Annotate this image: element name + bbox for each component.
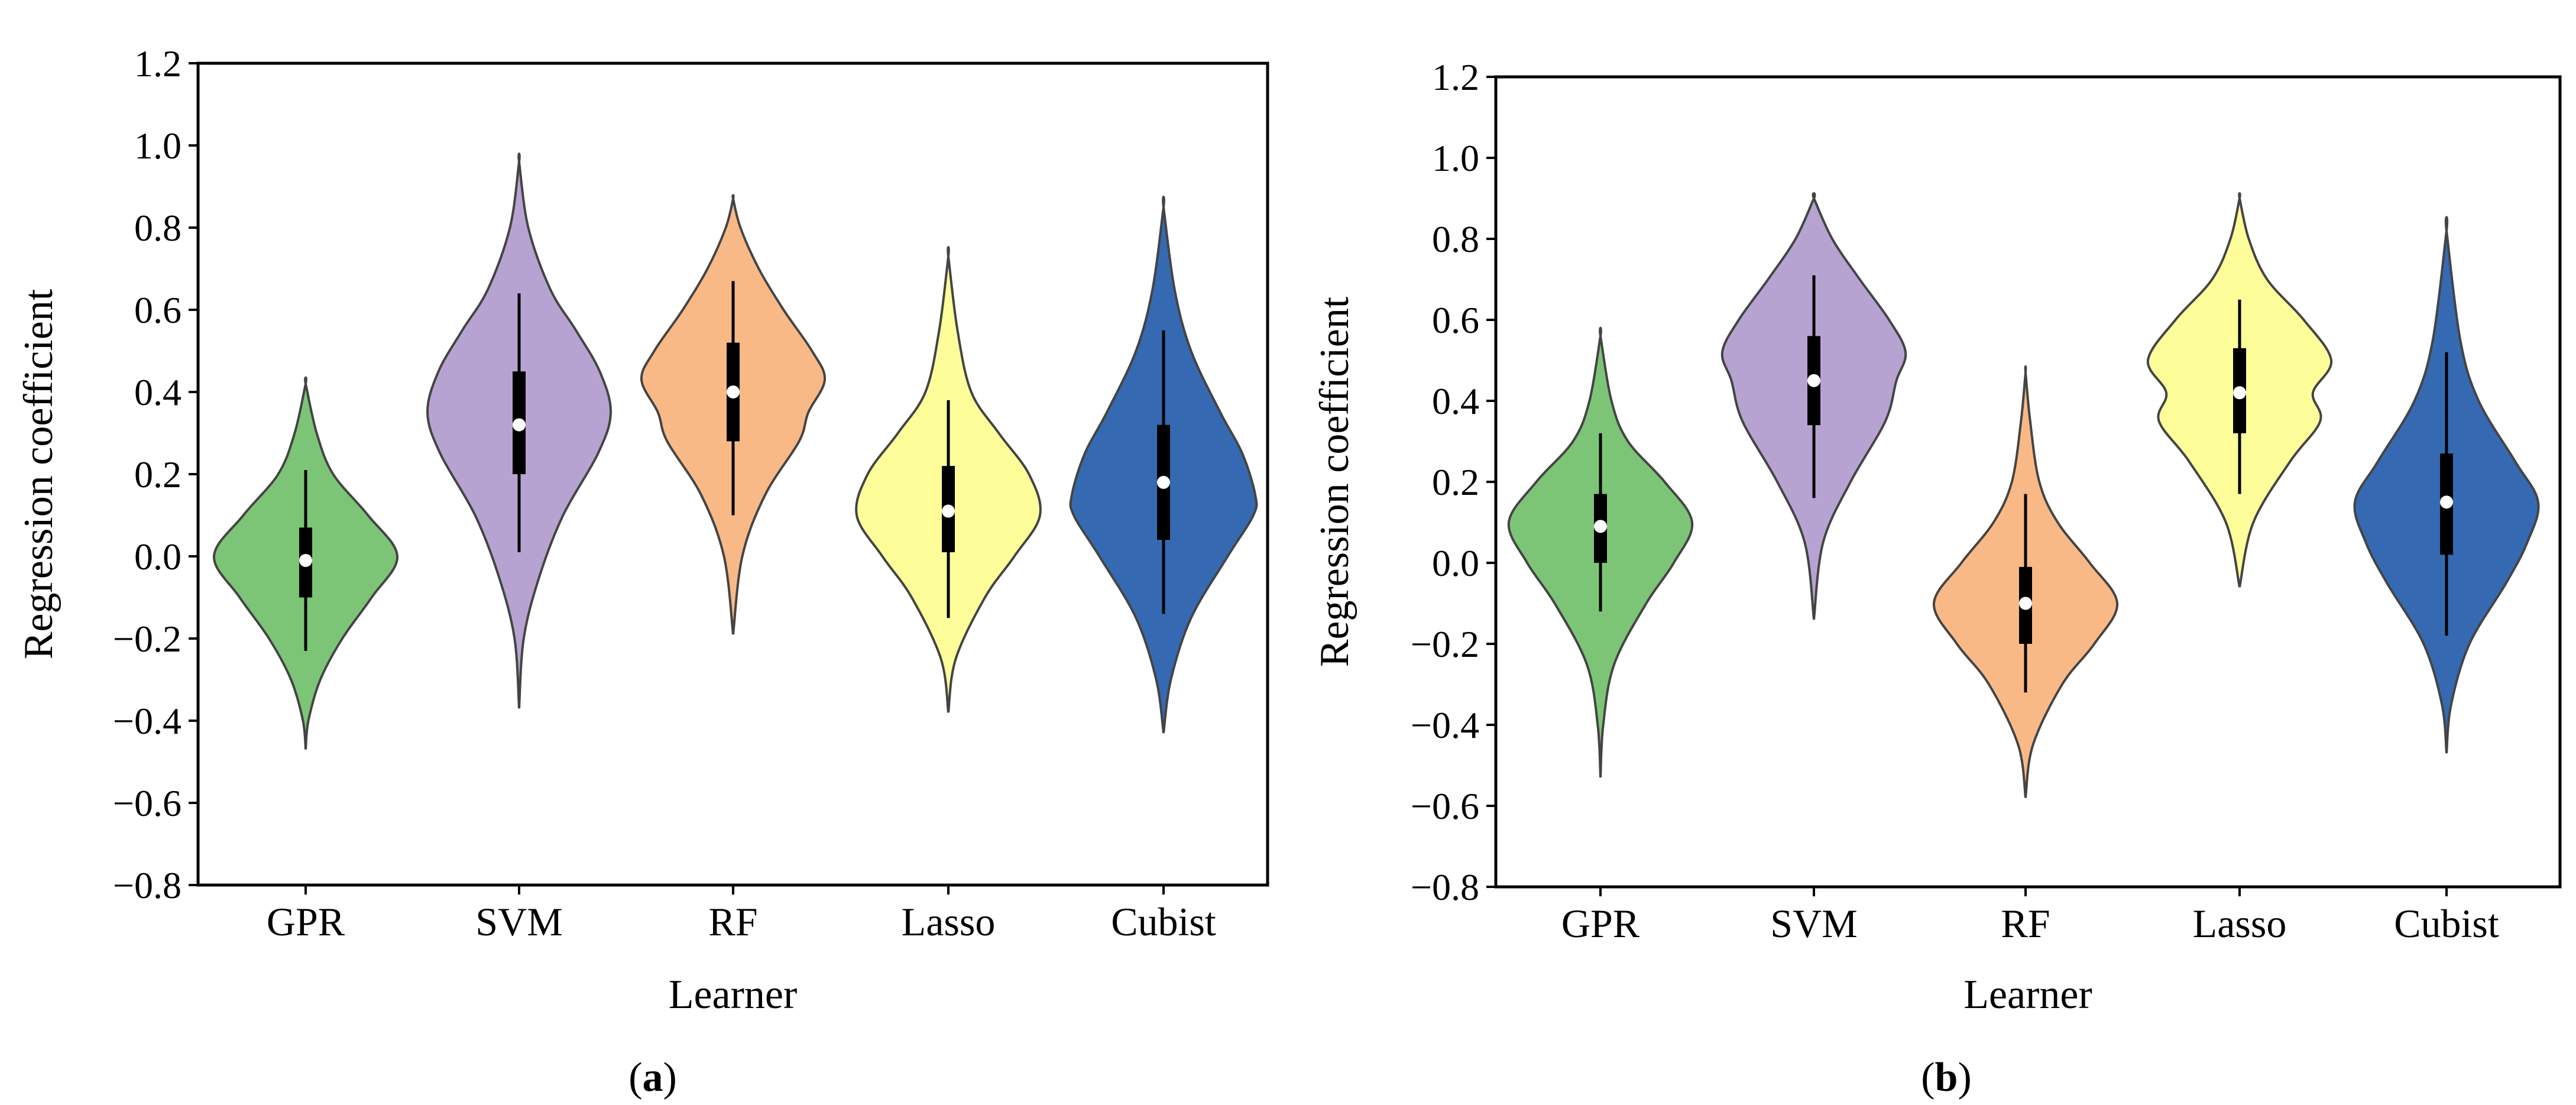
y-tick-label: −0.6 — [1411, 785, 1479, 827]
y-tick-label: 0.0 — [134, 536, 182, 578]
y-tick-label: 1.0 — [1432, 137, 1479, 179]
x-tick-label-rf: RF — [708, 899, 757, 944]
y-axis-title: Regression coefficient — [1312, 296, 1357, 667]
x-tick-label-svm: SVM — [1770, 901, 1857, 946]
x-axis-title: Learner — [669, 972, 798, 1017]
median-dot-svm — [513, 418, 526, 432]
panel-b: −0.8 −0.6 −0.4 −0.2 0.0 0.2 0.4 0.6 0.8 1.0 1.2 GPR… — [1312, 56, 2562, 1100]
y-tick-label: 0.4 — [1432, 380, 1479, 422]
y-tick-label: 0.4 — [134, 371, 182, 413]
y-tick-label: 0.6 — [134, 289, 182, 331]
x-tick-label-svm: SVM — [475, 899, 562, 944]
y-tick-label: −0.2 — [113, 618, 182, 660]
y-tick-label: 0.2 — [1432, 461, 1479, 503]
y-tick-label: −0.2 — [1411, 623, 1479, 665]
y-tick-label: −0.4 — [1411, 704, 1479, 746]
median-dot-gpr — [1594, 520, 1607, 533]
x-tick-label-rf: RF — [2001, 901, 2050, 946]
y-tick-label: 0.2 — [134, 453, 182, 495]
panel-label: (b) — [1921, 1055, 1972, 1100]
y-tick-label: −0.8 — [113, 864, 182, 906]
y-tick-label: 1.2 — [134, 43, 182, 85]
x-tick-label-gpr: GPR — [267, 899, 345, 944]
median-dot-lasso — [2233, 386, 2246, 400]
median-dot-cubist — [1157, 475, 1170, 489]
median-dot-svm — [1807, 374, 1820, 387]
y-tick-label: 0.0 — [1432, 542, 1479, 584]
median-dot-cubist — [2440, 495, 2453, 509]
panel-label: (a) — [628, 1055, 677, 1100]
y-tick-label: −0.4 — [113, 700, 182, 742]
median-dot-gpr — [299, 553, 312, 567]
x-tick-label-cubist: Cubist — [2394, 901, 2499, 946]
median-dot-rf — [727, 385, 740, 398]
panel-a: −0.8 −0.6 −0.4 −0.2 0.0 0.2 0.4 0.6 0.8 1.0 1.2 GPR… — [16, 43, 1269, 1100]
x-tick-label-cubist: Cubist — [1111, 899, 1216, 944]
x-axis-title: Learner — [1963, 972, 2092, 1017]
y-tick-label: 1.2 — [1432, 56, 1479, 98]
median-dot-lasso — [942, 504, 955, 518]
y-tick-label: 0.8 — [1432, 218, 1479, 260]
y-tick-label: −0.8 — [1411, 866, 1479, 908]
y-tick-label: 0.8 — [134, 207, 182, 249]
x-tick-label-gpr: GPR — [1561, 901, 1640, 946]
y-tick-label: 1.0 — [134, 125, 182, 167]
y-tick-label: −0.6 — [113, 782, 182, 824]
y-tick-label: 0.6 — [1432, 299, 1479, 341]
x-tick-label-lasso: Lasso — [2193, 901, 2287, 946]
y-axis-title: Regression coefficient — [16, 289, 61, 659]
median-dot-rf — [2019, 597, 2032, 610]
x-tick-label-lasso: Lasso — [902, 899, 996, 944]
